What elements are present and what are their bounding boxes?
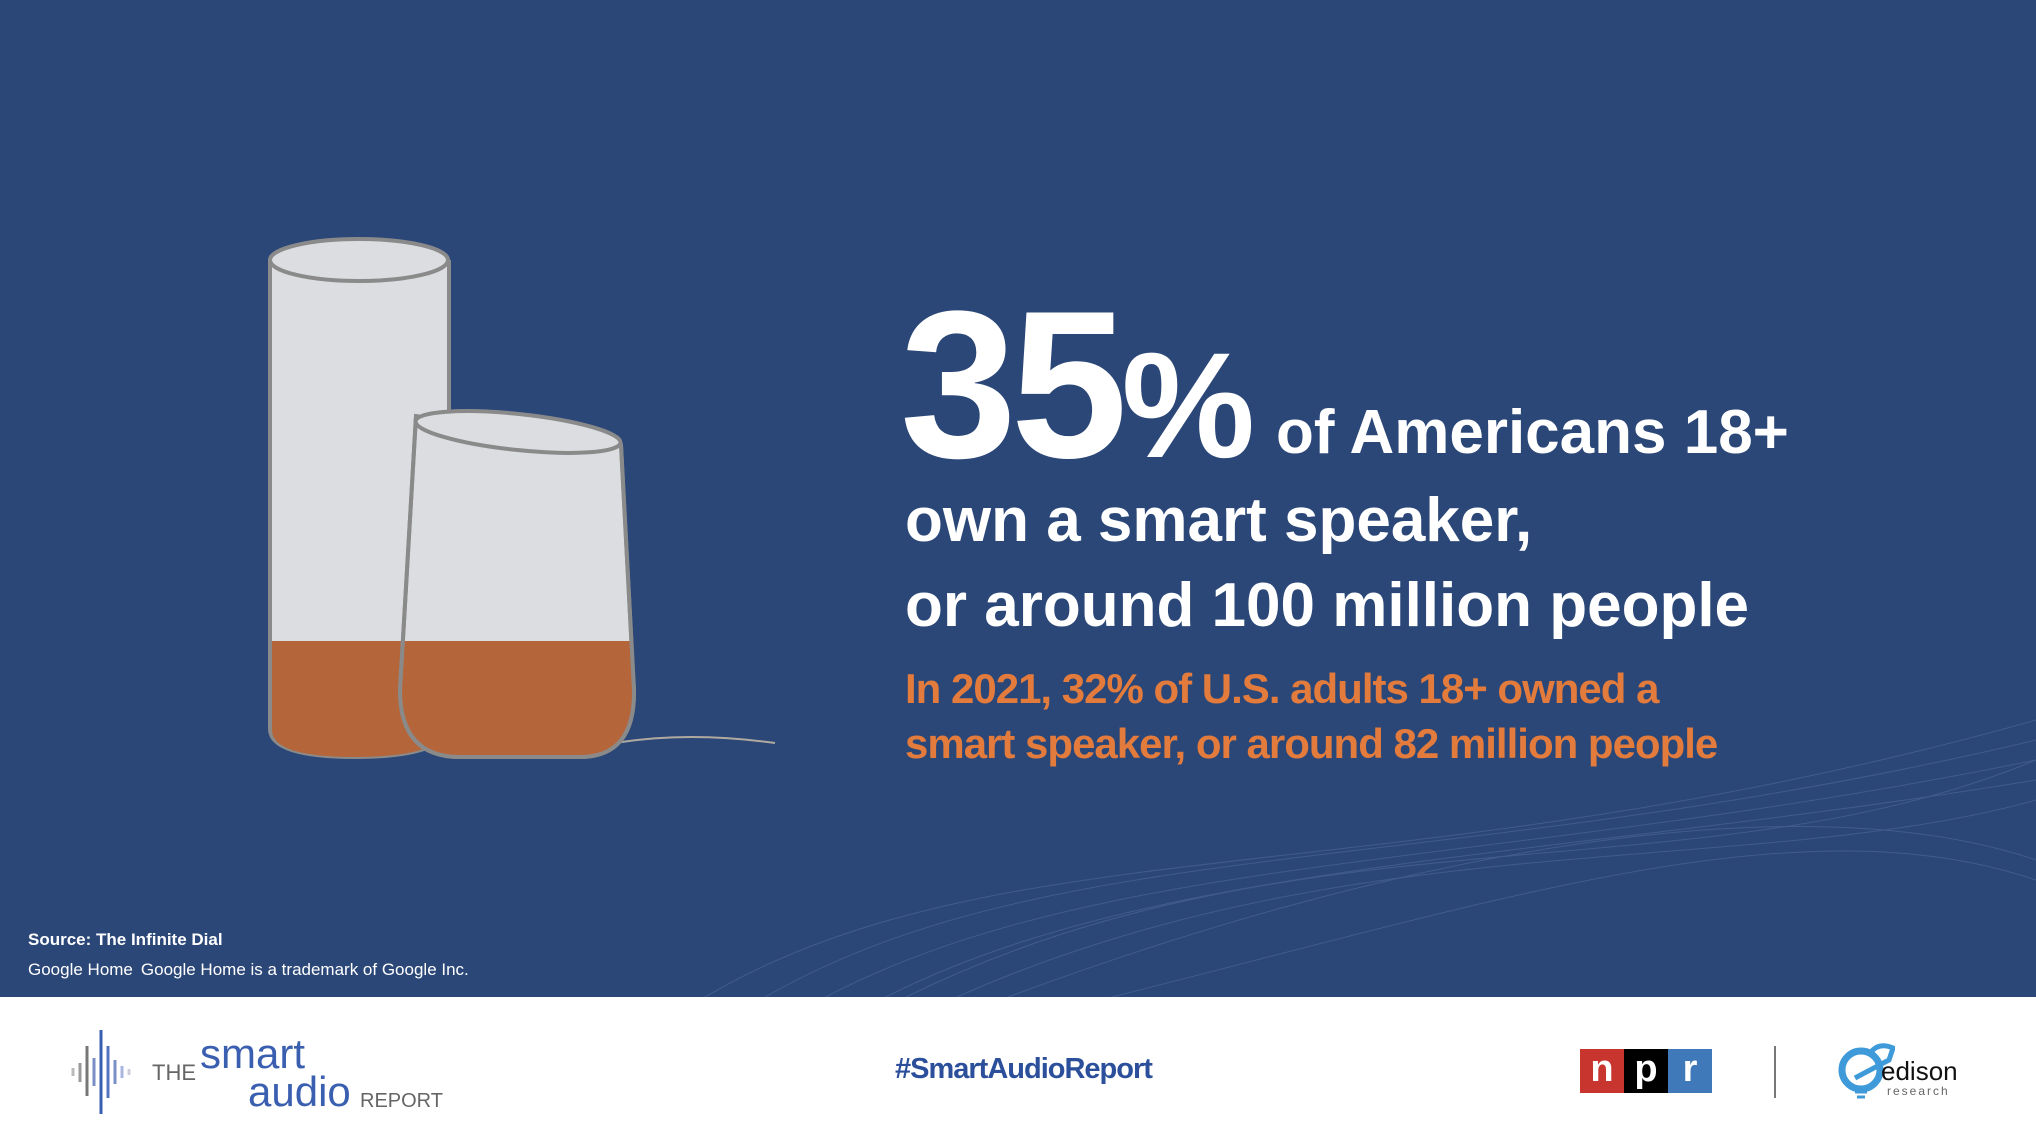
stat-percent: % bbox=[1121, 321, 1255, 489]
edison-name: edison bbox=[1881, 1056, 1958, 1086]
npr-p: p bbox=[1624, 1049, 1668, 1093]
npr-r: r bbox=[1668, 1049, 1712, 1093]
logo-smart: smart bbox=[200, 1030, 305, 1077]
npr-logo: n p r bbox=[1580, 1049, 1712, 1093]
trademark-text: Google Home is a trademark of Google Inc… bbox=[140, 960, 469, 979]
subtext-line-1: In 2021, 32% of U.S. adults 18+ owned a bbox=[905, 665, 1659, 712]
edison-sub: research bbox=[1887, 1084, 1950, 1098]
headline-stat: 35% bbox=[900, 280, 1255, 490]
slide: 35% of Americans 18+ own a smart speaker… bbox=[0, 0, 2036, 997]
headline-line-3: or around 100 million people bbox=[905, 571, 1750, 640]
npr-n: n bbox=[1580, 1049, 1624, 1093]
edison-research-logo: edison research bbox=[1835, 1042, 1975, 1102]
stat-number: 35 bbox=[900, 267, 1128, 502]
google-home-logo: Google Home bbox=[28, 960, 133, 979]
footer-logo-smart-audio-report: THE smart audio REPORT bbox=[70, 1028, 470, 1118]
headline-line-2: own a smart speaker, bbox=[905, 486, 1533, 555]
hashtag: #SmartAudioReport bbox=[895, 1053, 1153, 1085]
waves-decoration bbox=[704, 719, 2036, 997]
headline-line-1: of Americans 18+ bbox=[1276, 398, 1789, 467]
sound-wave-icon bbox=[71, 1030, 131, 1114]
source-note: Source: The Infinite Dial bbox=[28, 930, 223, 949]
logo-the: THE bbox=[152, 1060, 196, 1085]
edison-bulb-icon bbox=[1838, 1043, 1895, 1099]
logo-audio: audio bbox=[248, 1068, 351, 1115]
logo-divider bbox=[1774, 1046, 1776, 1098]
trademark-note: Google Home Google Home is a trademark of… bbox=[28, 960, 469, 980]
logo-report: REPORT bbox=[360, 1090, 443, 1112]
smart-speaker-illustration bbox=[268, 237, 776, 760]
subtext-line-2: smart speaker, or around 82 million peop… bbox=[905, 720, 1718, 767]
